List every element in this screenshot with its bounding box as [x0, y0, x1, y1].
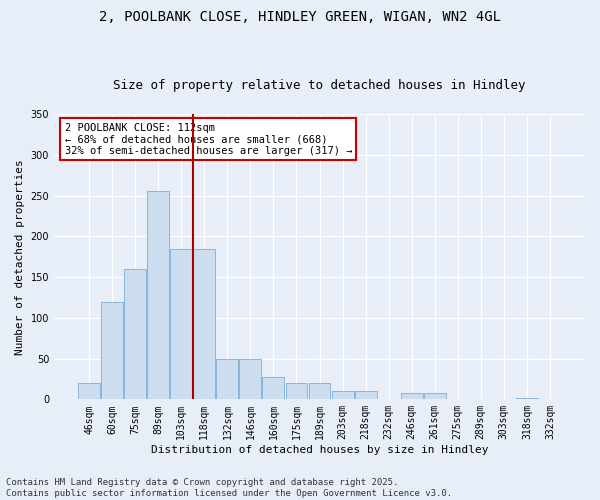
Bar — [516, 398, 538, 400]
Bar — [539, 398, 561, 400]
Text: 2, POOLBANK CLOSE, HINDLEY GREEN, WIGAN, WN2 4GL: 2, POOLBANK CLOSE, HINDLEY GREEN, WIGAN,… — [99, 10, 501, 24]
Bar — [332, 391, 353, 400]
X-axis label: Distribution of detached houses by size in Hindley: Distribution of detached houses by size … — [151, 445, 488, 455]
Bar — [239, 358, 262, 400]
Bar — [170, 248, 192, 400]
Y-axis label: Number of detached properties: Number of detached properties — [15, 159, 25, 354]
Bar — [262, 376, 284, 400]
Bar — [308, 383, 331, 400]
Bar — [147, 192, 169, 400]
Bar — [217, 358, 238, 400]
Text: 2 POOLBANK CLOSE: 112sqm
← 68% of detached houses are smaller (668)
32% of semi-: 2 POOLBANK CLOSE: 112sqm ← 68% of detach… — [65, 122, 352, 156]
Bar — [355, 391, 377, 400]
Text: Contains HM Land Registry data © Crown copyright and database right 2025.
Contai: Contains HM Land Registry data © Crown c… — [6, 478, 452, 498]
Bar — [101, 302, 123, 400]
Bar — [424, 393, 446, 400]
Bar — [193, 248, 215, 400]
Bar — [78, 383, 100, 400]
Bar — [124, 269, 146, 400]
Title: Size of property relative to detached houses in Hindley: Size of property relative to detached ho… — [113, 79, 526, 92]
Bar — [401, 393, 422, 400]
Bar — [286, 383, 307, 400]
